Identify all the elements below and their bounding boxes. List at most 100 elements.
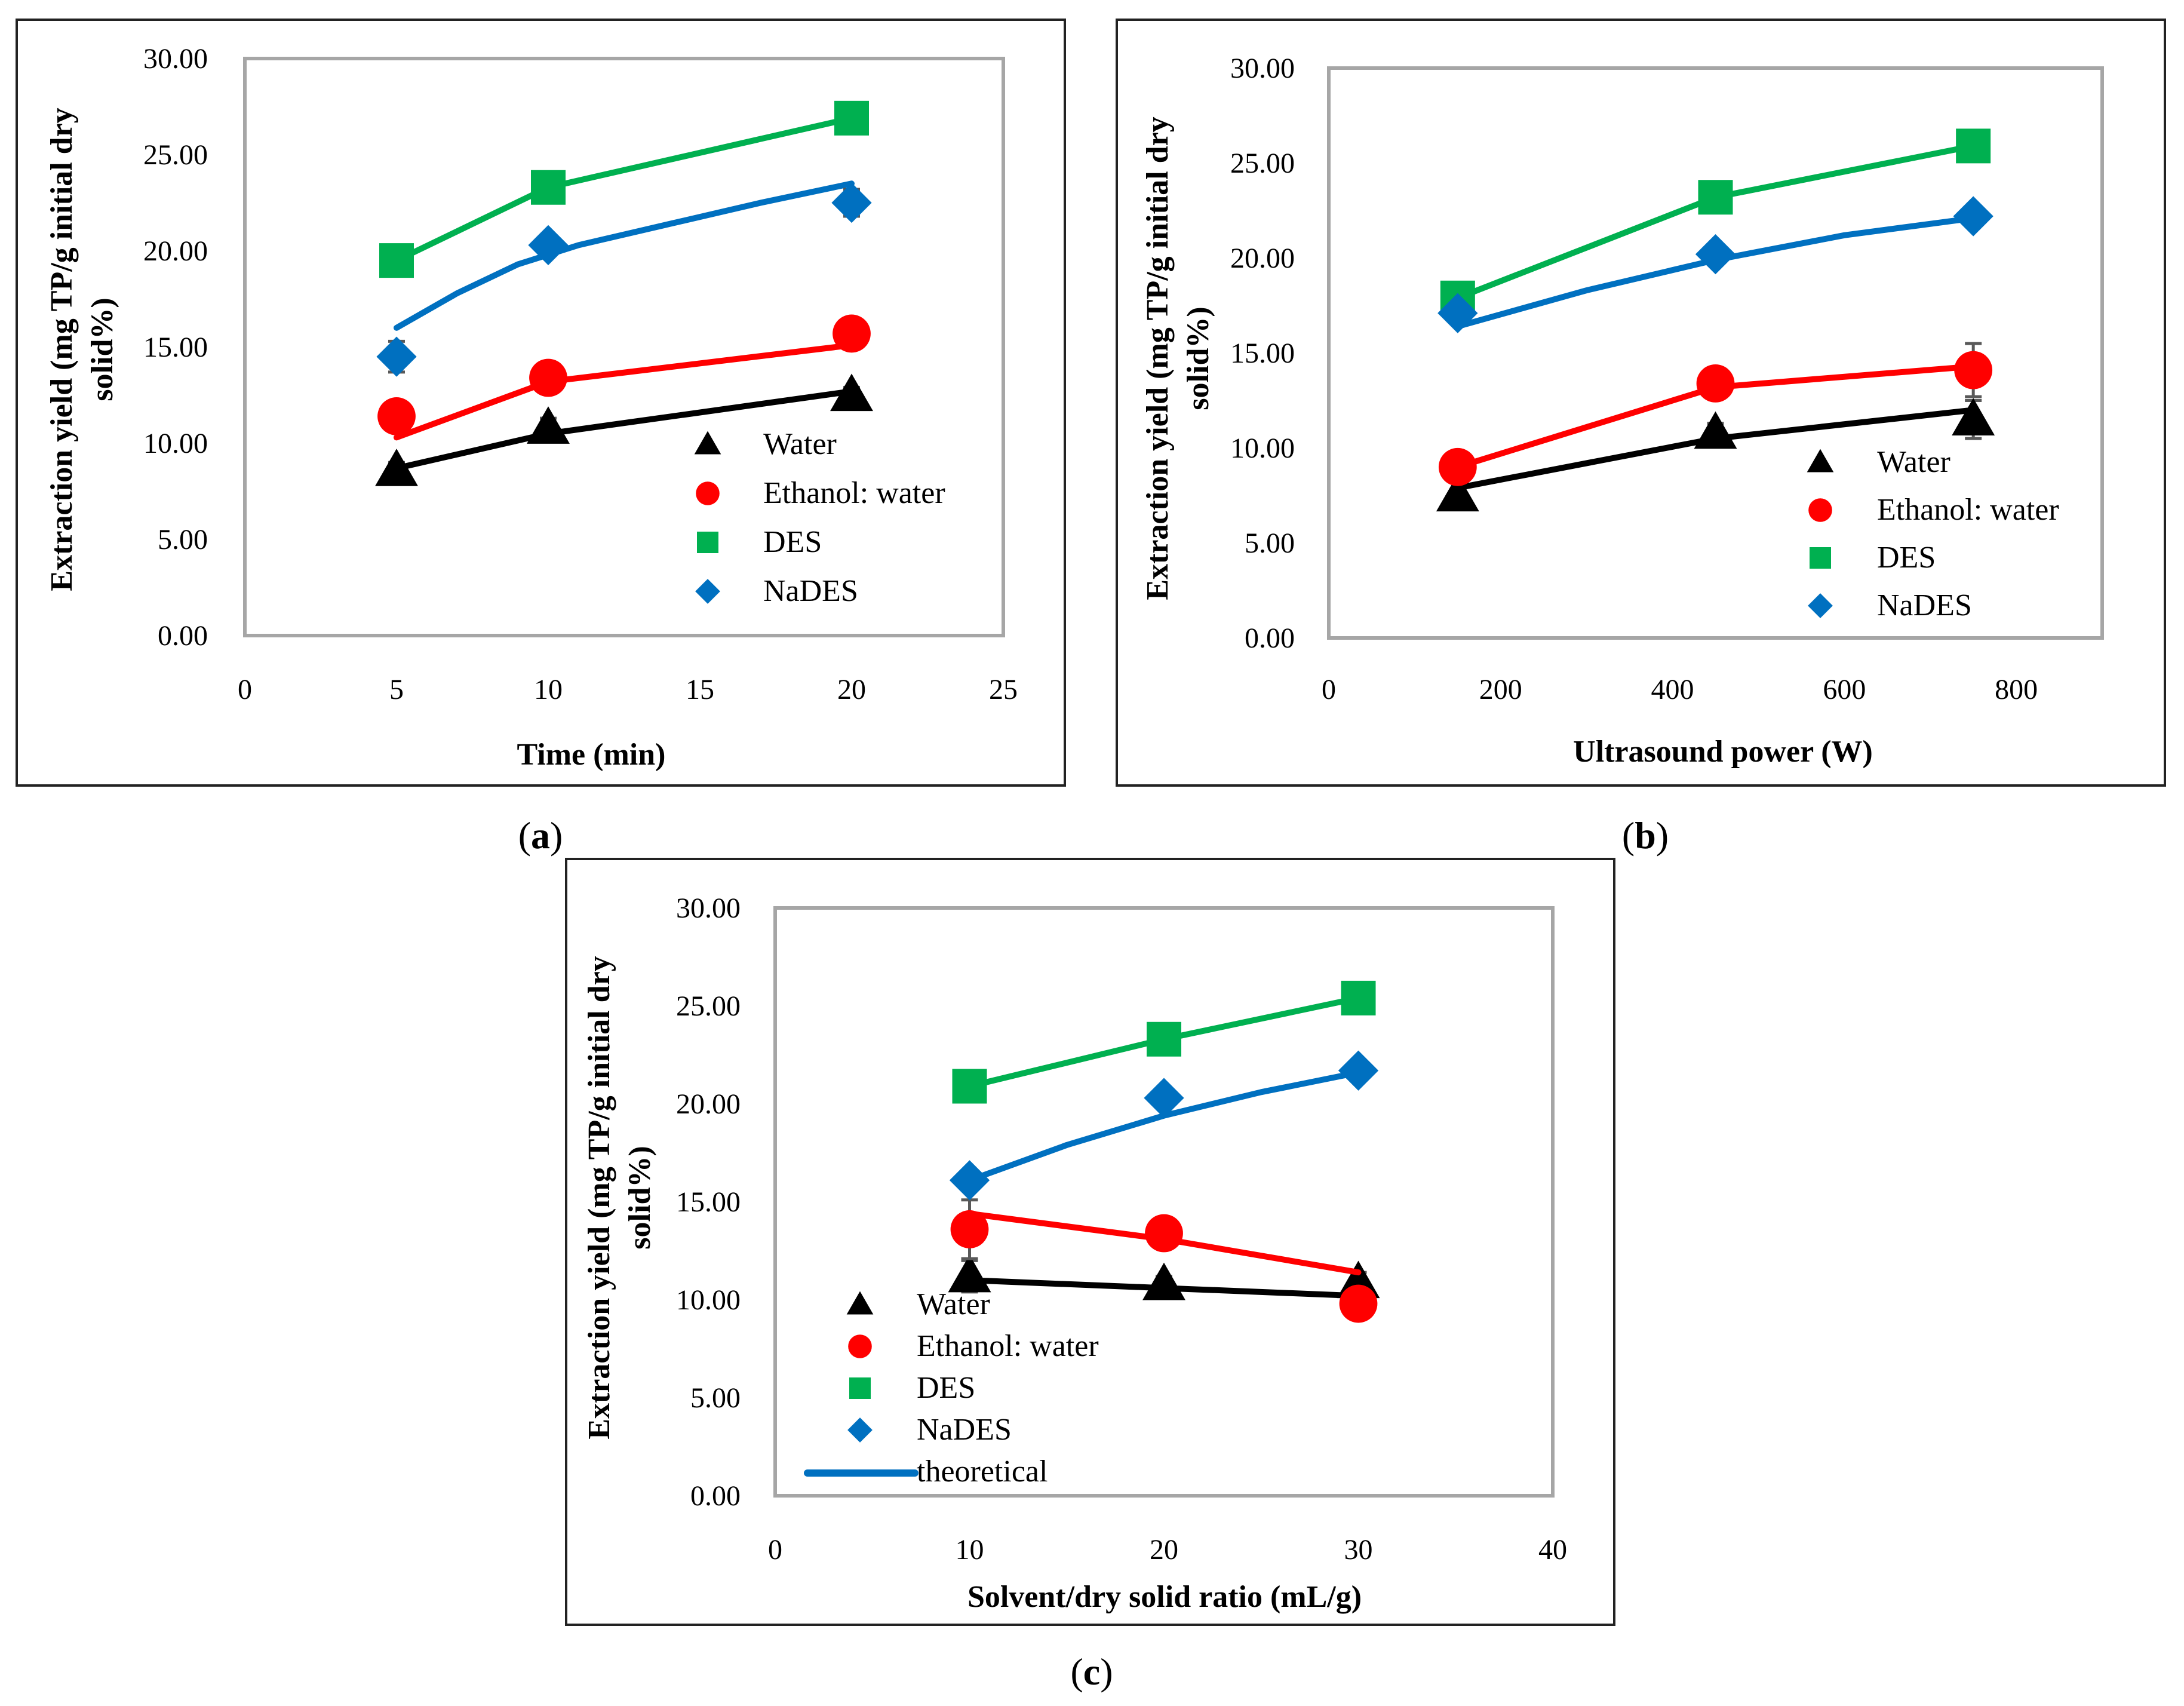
legend-marker — [849, 1377, 871, 1399]
x-tick-label: 30 — [1344, 1534, 1373, 1566]
panel-label-close: ) — [550, 814, 563, 857]
data-point — [950, 1210, 989, 1248]
legend-marker — [847, 1417, 873, 1443]
y-axis-title-line1: Extraction yield (mg TP/g initial dry — [582, 956, 616, 1439]
data-point — [1695, 234, 1736, 275]
y-tick-label: 10.00 — [1230, 432, 1295, 464]
y-axis-title: Extraction yield (mg TP/g initial dry sol… — [45, 108, 119, 591]
legend-marker — [846, 1291, 874, 1315]
y-tick-label: 20.00 — [1230, 243, 1295, 274]
data-point — [529, 358, 567, 397]
x-tick-label: 25 — [989, 674, 1018, 705]
series-nades — [376, 180, 872, 377]
data-point — [379, 243, 414, 278]
legend-entry: Water — [917, 1287, 990, 1321]
y-tick-label: 0.00 — [158, 620, 208, 652]
x-tick-label: 400 — [1651, 674, 1694, 705]
x-tick-label: 15 — [686, 674, 714, 705]
panel-label-open: ( — [1070, 1650, 1083, 1693]
data-point — [1147, 1021, 1181, 1057]
data-point — [952, 1069, 987, 1104]
legend-marker — [694, 431, 721, 455]
x-tick-label: 0 — [1322, 674, 1336, 705]
series-des — [952, 980, 1376, 1104]
panel-label-open: ( — [518, 814, 531, 857]
data-point — [527, 406, 570, 444]
y-tick-label: 15.00 — [1230, 337, 1295, 369]
legend: Water Ethanol: water DES NaDES — [1807, 445, 2059, 622]
x-tick-label: 0 — [238, 674, 252, 705]
data-point — [1954, 351, 1993, 389]
x-tick-label: 10 — [956, 1534, 984, 1566]
panel-label: (b) — [1622, 814, 1669, 857]
y-axis-title: Extraction yield (mg TP/g initial dry sol… — [1141, 116, 1215, 600]
series-ethanol-water — [377, 314, 871, 441]
legend-entry: NaDES — [917, 1413, 1012, 1447]
data-point — [949, 1160, 990, 1201]
data-point — [831, 182, 872, 223]
panel-a-frame — [16, 19, 1066, 787]
data-point — [531, 170, 566, 205]
panel-label-letter: b — [1635, 814, 1656, 857]
data-point — [375, 449, 418, 486]
x-tick-label: 5 — [389, 674, 404, 705]
y-axis-title-line2: solid%) — [1181, 306, 1215, 410]
legend-entry: Ethanol: water — [1877, 493, 2059, 527]
data-point — [1437, 293, 1478, 333]
legend-marker — [1807, 449, 1834, 472]
data-point — [1144, 1078, 1184, 1118]
legend-marker — [1808, 498, 1832, 522]
y-tick-label: 30.00 — [676, 892, 741, 924]
data-point — [1145, 1214, 1183, 1253]
legend-entry: Water — [763, 427, 837, 461]
y-tick-label: 10.00 — [676, 1284, 741, 1316]
data-point — [1956, 128, 1991, 164]
legend-entry: NaDES — [763, 574, 858, 608]
legend-marker — [697, 532, 718, 553]
series-nades — [949, 1050, 1379, 1201]
x-axis-title: Ultrasound power (W) — [1573, 735, 1873, 769]
x-tick-label: 40 — [1538, 1534, 1567, 1566]
y-tick-label: 20.00 — [143, 235, 208, 267]
y-tick-label: 0.00 — [1245, 622, 1295, 654]
data-point — [834, 100, 869, 136]
x-tick-label: 600 — [1823, 674, 1866, 705]
plot-area — [773, 906, 1555, 1498]
legend-marker — [1808, 593, 1833, 618]
series-des — [379, 100, 869, 278]
data-point — [833, 314, 871, 353]
x-tick-label: 200 — [1479, 674, 1522, 705]
y-tick-label: 10.00 — [143, 428, 208, 459]
legend-entry: Water — [1877, 445, 1950, 479]
data-point — [830, 373, 873, 412]
y-tick-label: 5.00 — [1245, 527, 1295, 559]
legend-entry: theoretical — [917, 1455, 1048, 1489]
series-water — [1436, 398, 1995, 512]
y-tick-label: 0.00 — [690, 1480, 741, 1512]
y-axis-title-line2: solid%) — [623, 1146, 657, 1249]
y-tick-label: 25.00 — [143, 139, 208, 171]
data-point — [1698, 180, 1733, 215]
panel-label: (a) — [518, 814, 563, 857]
y-tick-label: 15.00 — [676, 1186, 741, 1218]
legend-entry: NaDES — [1877, 588, 1972, 622]
x-axis-title: Solvent/dry solid ratio (mL/g) — [967, 1580, 1362, 1614]
y-tick-label: 15.00 — [143, 332, 208, 363]
x-axis-title: Time (min) — [517, 738, 666, 772]
y-tick-label: 5.00 — [158, 524, 208, 556]
y-tick-label: 25.00 — [1230, 148, 1295, 179]
y-tick-label: 30.00 — [143, 43, 208, 75]
data-point — [1436, 474, 1479, 512]
plot-area — [243, 57, 1005, 637]
panel-a: 0.00 5.00 10.00 15.00 20.00 25.00 30.00 0 5 10 15 2… — [16, 19, 1066, 787]
data-point — [377, 397, 416, 435]
legend-marker — [696, 481, 720, 505]
legend: Water Ethanol: water DES NaDES theoretical — [804, 1287, 1099, 1489]
y-axis-title: Extraction yield (mg TP/g initial dry sol… — [582, 956, 657, 1439]
data-point — [1338, 1050, 1379, 1091]
data-point — [1142, 1262, 1185, 1300]
y-axis-title-line1: Extraction yield (mg TP/g initial dry — [45, 108, 79, 591]
data-point — [1696, 364, 1735, 403]
y-tick-label: 25.00 — [676, 990, 741, 1022]
